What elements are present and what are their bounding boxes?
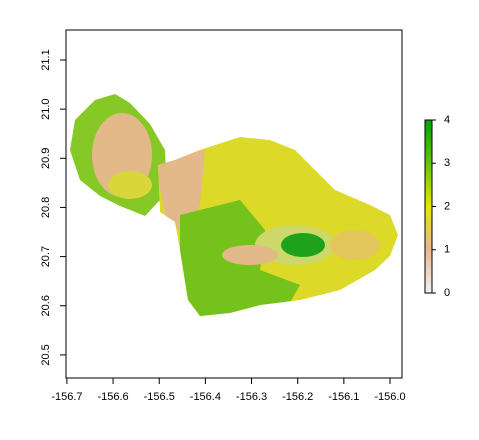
y-tick-label: 20.6 [40, 295, 52, 316]
color-bar [424, 119, 433, 294]
x-tick-label: -156.6 [97, 391, 128, 403]
x-tick-label: -156.4 [190, 391, 221, 403]
legend-tick-label: 4 [444, 114, 450, 126]
x-tick-label: -156.0 [374, 391, 405, 403]
legend-tick-label: 1 [444, 244, 450, 256]
y-tick-label: 21.1 [40, 49, 52, 70]
x-tick-label: -156.3 [236, 391, 267, 403]
y-tick-label: 20.7 [40, 246, 52, 267]
x-tick-label: -156.1 [328, 391, 359, 403]
legend-tick-label: 0 [444, 287, 450, 299]
island-east [158, 137, 398, 316]
y-tick-label: 20.8 [40, 197, 52, 218]
island-west [70, 94, 166, 216]
x-tick-label: -156.5 [144, 391, 175, 403]
y-tick-label: 21.0 [40, 98, 52, 119]
x-tick-label: -156.7 [51, 391, 82, 403]
plot-box [65, 29, 403, 379]
y-tick-label: 20.9 [40, 148, 52, 169]
y-tick-label: 20.5 [40, 344, 52, 365]
legend-tick-label: 3 [444, 157, 450, 169]
x-tick-label: -156.2 [282, 391, 313, 403]
legend-tick-label: 2 [444, 200, 450, 212]
